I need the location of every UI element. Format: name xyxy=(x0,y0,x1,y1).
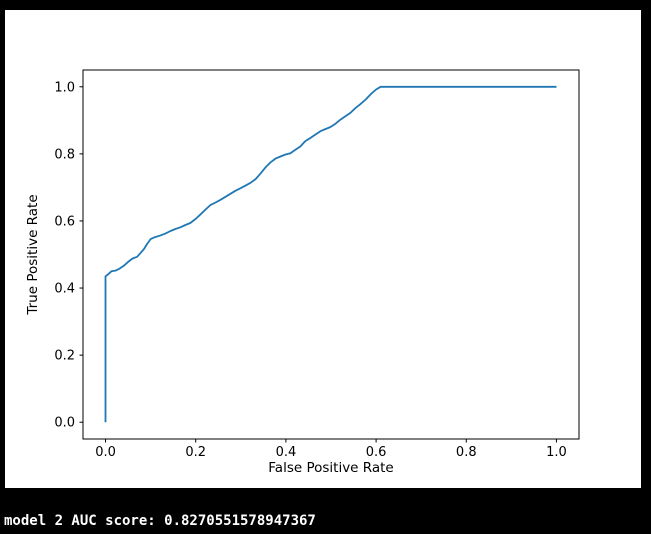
terminal-output-text: model 2 AUC score: 0.8270551578947367 xyxy=(4,513,316,529)
x-tick-label: 0.4 xyxy=(276,445,297,460)
y-tick-label: 0.8 xyxy=(54,147,75,162)
x-tick-label: 0.2 xyxy=(185,445,206,460)
x-tick-label: 0.0 xyxy=(95,445,116,460)
y-axis-label: True Positive Rate xyxy=(25,194,41,315)
matplotlib-figure: 0.0 0.2 0.4 0.6 0.8 1.0 0.0 0.2 0.4 0.6 0.8 1.0 Fals… xyxy=(5,10,641,488)
terminal-output-bar: model 2 AUC score: 0.8270551578947367 xyxy=(0,488,651,534)
x-tick-label: 0.6 xyxy=(366,445,387,460)
x-axis-label: False Positive Rate xyxy=(268,460,393,476)
y-tick-label: 0.0 xyxy=(54,416,75,431)
x-tick-label: 0.8 xyxy=(456,445,477,460)
y-tick-label: 0.2 xyxy=(54,349,75,364)
y-tick-label: 0.4 xyxy=(54,282,75,297)
y-tick-label: 1.0 xyxy=(54,80,75,95)
x-tick-label: 1.0 xyxy=(546,445,567,460)
axes-box xyxy=(82,69,580,440)
y-tick-label: 0.6 xyxy=(54,214,75,229)
roc-curve-line xyxy=(104,85,557,423)
roc-chart: 0.0 0.2 0.4 0.6 0.8 1.0 0.0 0.2 0.4 0.6 0.8 1.0 Fals… xyxy=(25,69,580,476)
